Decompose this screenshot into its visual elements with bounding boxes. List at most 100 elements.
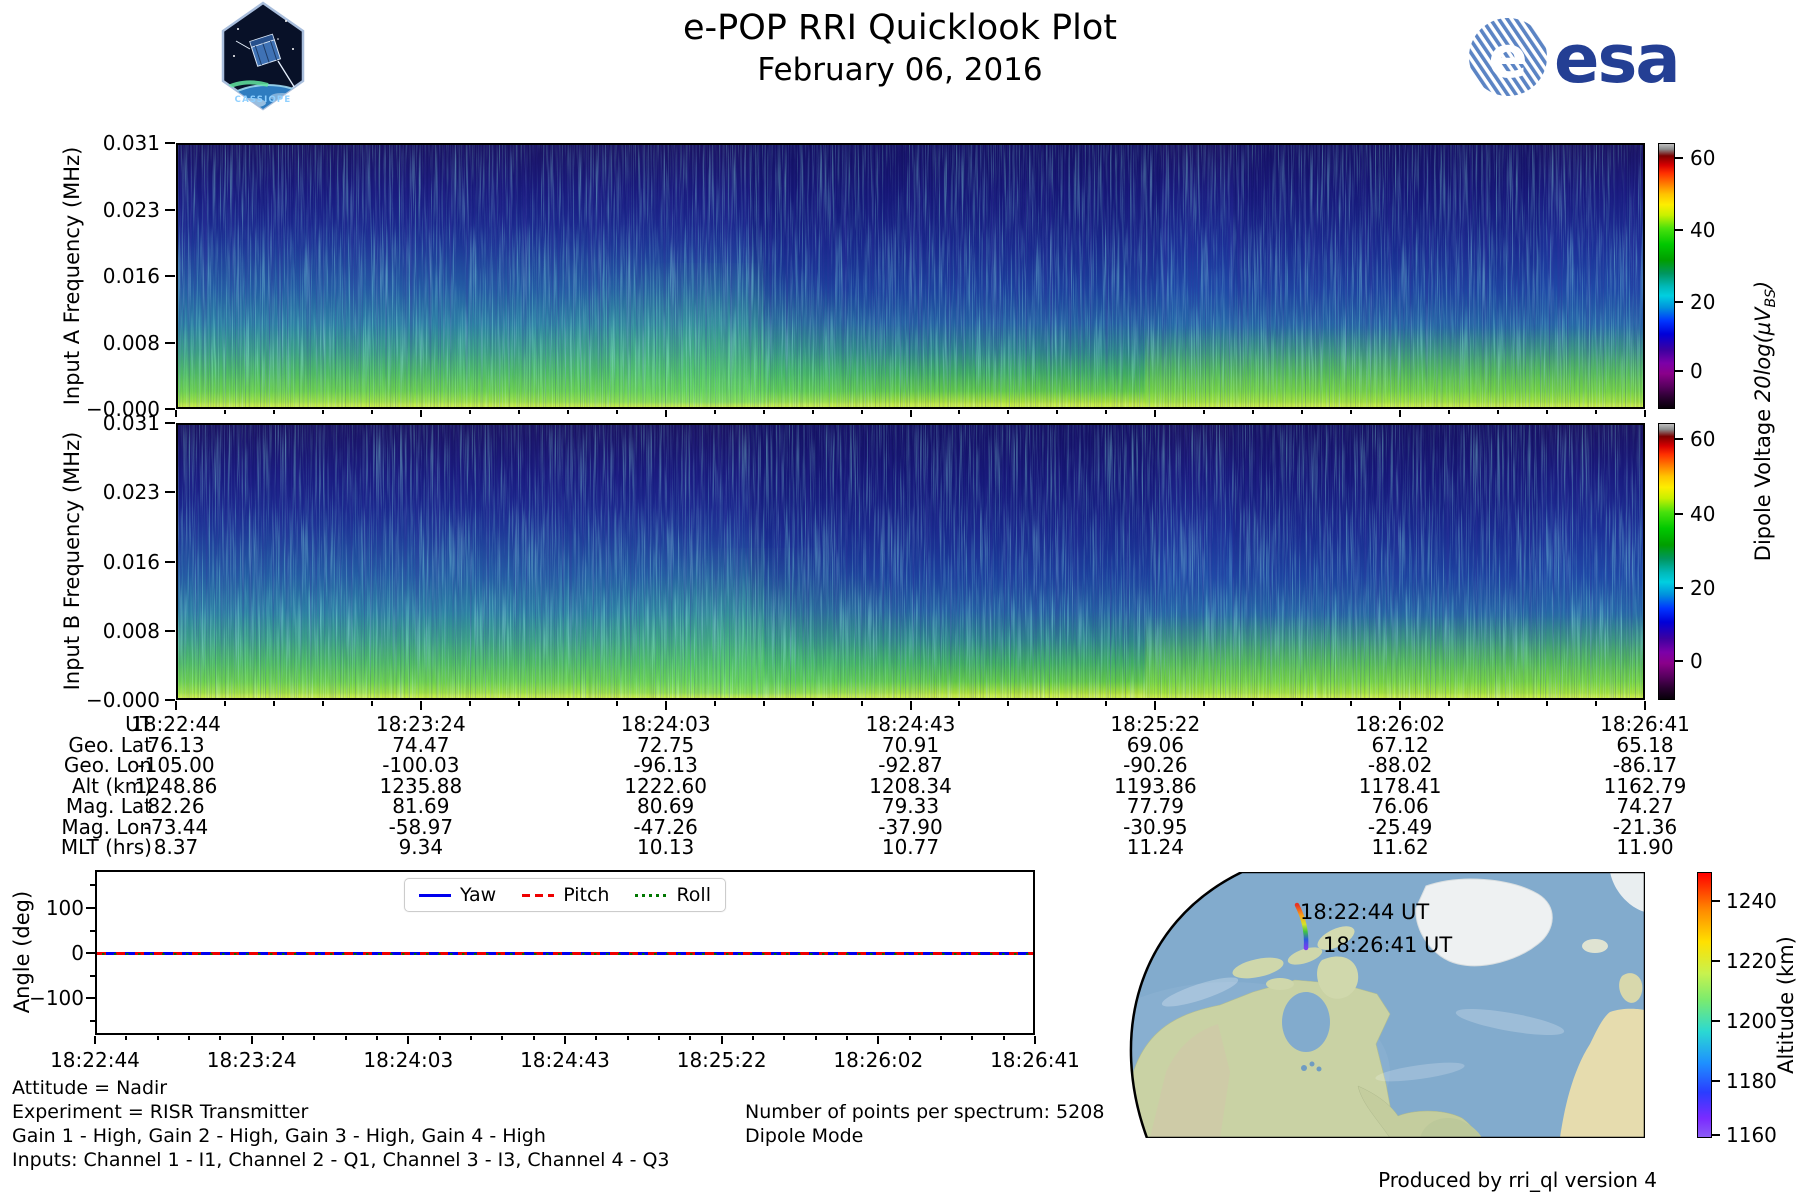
table-cell: 11.24 [1126, 835, 1184, 859]
table-cell: 1208.34 [869, 773, 952, 798]
table-row-label: Geo. Lat [68, 732, 152, 757]
pitch-line-sample-icon [522, 893, 555, 897]
time-tick-mark [370, 701, 373, 706]
time-tick-mark [1644, 701, 1646, 710]
time-tick-mark [272, 701, 275, 706]
table-cell: -58.97 [388, 814, 454, 839]
angle-xtick-mark [501, 1036, 504, 1040]
voltage-label-prefix: Dipole Voltage [1750, 402, 1775, 562]
time-tick-mark [1350, 701, 1353, 706]
time-tick-mark [1399, 701, 1402, 710]
legend-item-roll: Roll [635, 884, 711, 906]
angle-ytick-minor [90, 974, 95, 977]
produced-by: Produced by rri_ql version 4 [1378, 1168, 1657, 1192]
angle-ytick-mark [86, 997, 95, 1000]
table-cell: 18:26:41 [1600, 712, 1690, 736]
angle-xtick-mark [908, 1036, 911, 1040]
alt-tick-label: 1220 [1726, 949, 1777, 974]
time-tick-mark [1595, 410, 1598, 414]
angle-ytick-minor [90, 884, 95, 887]
table-cell: -105.00 [137, 753, 215, 777]
angle-xtick-mark [188, 1036, 190, 1040]
angle-xtick-mark [564, 1036, 566, 1044]
colorbar-tick-mark [1675, 512, 1683, 515]
legend-label: Yaw [460, 884, 497, 906]
table-cell: 18:24:03 [620, 712, 711, 736]
alt-tick-mark [1712, 899, 1720, 902]
time-tick-mark [419, 410, 422, 417]
table-cell: 1222.60 [624, 773, 708, 798]
colorbar-tick-label: 40 [1690, 501, 1716, 526]
time-tick-mark [1301, 410, 1304, 414]
table-cell: 74.27 [1616, 794, 1674, 818]
time-tick-mark [664, 701, 667, 710]
freq-tick-label: 0.023 [102, 197, 160, 222]
time-tick-mark [1154, 701, 1157, 710]
freq-tick-mark [165, 699, 175, 701]
angle-xtick-mark [814, 1036, 817, 1040]
angle-xtick-mark [877, 1036, 880, 1044]
esa-logo-icon: e esa [1469, 18, 1681, 98]
time-tick-mark [1007, 410, 1010, 414]
time-tick-mark [419, 701, 422, 710]
table-cell: 70.91 [881, 732, 940, 757]
freq-tick-mark [165, 422, 175, 424]
alt-tick-mark [1712, 1080, 1720, 1083]
yaw-line-sample-icon [419, 893, 452, 897]
time-tick-mark [1105, 410, 1108, 414]
map-image [1129, 870, 1647, 1140]
voltage-label-math: 20log(µV [1750, 307, 1775, 403]
angle-xtick-mark [940, 1036, 942, 1040]
angle-plot: Yaw Pitch Roll [95, 870, 1035, 1035]
table-cell: -100.03 [382, 753, 460, 777]
angle-xtick-label: 18:25:22 [676, 1048, 767, 1072]
table-cell: -96.13 [633, 753, 698, 777]
note-points: Number of points per spectrum: 5208 [745, 1101, 1105, 1123]
time-tick-mark [370, 410, 373, 414]
time-tick-mark [1252, 701, 1255, 706]
cassiope-logo-text: CASSIOPE [235, 95, 292, 105]
angle-ytick-mark [86, 951, 95, 954]
angle-ytick-label: −100 [29, 986, 84, 1011]
table-cell: -92.87 [878, 753, 943, 777]
altitude-colorbar [1697, 872, 1712, 1138]
angle-xtick-mark [470, 1036, 472, 1040]
angle-xtick-label: 18:22:44 [50, 1048, 140, 1072]
table-row-label: UT [125, 712, 152, 736]
angle-xtick-mark [971, 1036, 974, 1040]
time-tick-mark [468, 410, 471, 414]
colorbar-tick-mark [1675, 370, 1683, 373]
table-cell: 1248.86 [134, 773, 218, 798]
angle-xtick-mark [1002, 1036, 1005, 1040]
freq-tick-label: −0.000 [85, 688, 160, 712]
table-cell: 77.79 [1126, 794, 1184, 818]
freq-tick-mark [165, 629, 175, 632]
freq-tick-label: 0.008 [102, 330, 160, 355]
angle-xtick-mark [219, 1036, 222, 1040]
colorbar-tick-label: 60 [1690, 146, 1716, 171]
freq-tick-mark [165, 341, 175, 344]
table-row-label: MLT (hrs) [60, 835, 152, 859]
time-tick-mark [909, 410, 912, 417]
colorbar-tick-label: 40 [1690, 217, 1716, 242]
table-cell: 18:23:24 [375, 712, 466, 736]
table-cell: 76.13 [147, 732, 205, 757]
time-tick-mark [958, 701, 961, 706]
table-cell: 1162.79 [1603, 773, 1687, 798]
time-tick-mark [1007, 701, 1010, 706]
table-cell: 18:24:43 [865, 712, 956, 736]
legend-label: Roll [676, 884, 711, 906]
table-row-label: Geo. Lon [63, 753, 152, 777]
table-cell: 1235.88 [379, 773, 463, 798]
angle-xtick-mark [752, 1036, 754, 1040]
angle-legend: Yaw Pitch Roll [404, 878, 726, 912]
table-cell: 1178.41 [1358, 773, 1442, 798]
note-experiment: Experiment = RISR Transmitter [12, 1101, 309, 1123]
table-cell: 76.06 [1371, 794, 1429, 818]
voltage-label-close: ) [1750, 280, 1775, 289]
table-cell: -47.26 [633, 814, 698, 839]
table-cell: 8.37 [153, 835, 199, 859]
alt-tick-label: 1240 [1726, 888, 1777, 913]
colorbar-tick-mark [1675, 659, 1683, 662]
time-tick-mark [1546, 410, 1549, 414]
